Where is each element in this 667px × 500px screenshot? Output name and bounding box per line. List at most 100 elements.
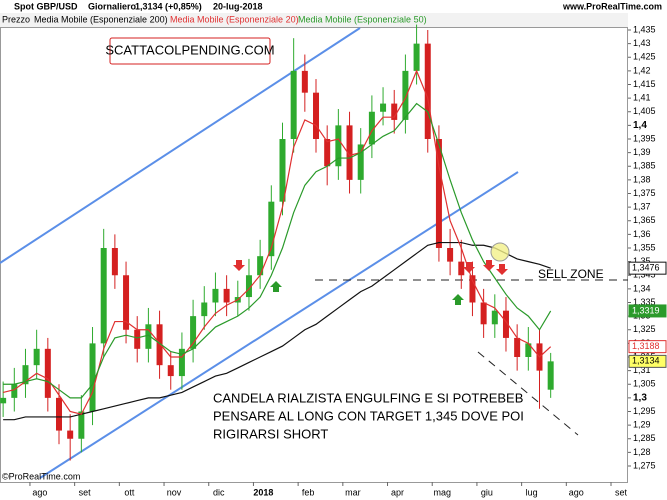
y-tick-label: 1,39 <box>633 147 651 157</box>
y-tick-label: 1,43 <box>633 38 651 48</box>
last-value-label: 1,3188 <box>632 341 660 351</box>
last-value-label: 1,3134 <box>632 356 660 366</box>
highlight-circle <box>490 242 510 262</box>
moving-average <box>2 69 552 415</box>
y-tick-label: 1,28 <box>633 447 651 457</box>
candle-body <box>514 337 521 357</box>
y-tick-label: 1,3 <box>633 393 647 404</box>
quote: 1,3134 (+0,85%) <box>135 1 202 11</box>
site: www.ProRealTime.com <box>562 1 662 11</box>
y-tick-label: 1,305 <box>633 379 656 389</box>
y-tick-label: 1,29 <box>633 420 651 430</box>
candle-body <box>22 365 29 385</box>
y-tick-label: 1,36 <box>633 229 651 239</box>
candle-body <box>78 411 85 439</box>
buy-arrows <box>270 281 464 305</box>
candle-body <box>0 397 7 404</box>
x-tick-label: set <box>615 487 628 497</box>
symbol: Spot GBP/USD <box>14 1 78 11</box>
y-tick-label: 1,365 <box>633 215 656 225</box>
y-tick-label: 1,355 <box>633 242 656 252</box>
sell-zone-label: SELL ZONE <box>538 267 604 281</box>
candle-body <box>335 125 342 167</box>
candle-body <box>290 70 297 139</box>
candle-body <box>413 43 420 71</box>
last-value-box <box>628 261 667 275</box>
candle-body <box>346 125 353 180</box>
candle-body <box>11 384 18 398</box>
candle-body <box>123 275 130 330</box>
candle-body <box>156 324 163 366</box>
y-tick-label: 1,285 <box>633 433 656 443</box>
moving-average <box>3 102 552 399</box>
y-tick-label: 1,42 <box>633 65 651 75</box>
candle-body <box>313 92 320 139</box>
candle-body <box>134 329 141 349</box>
candle-body <box>458 261 465 276</box>
candle-body <box>201 302 208 317</box>
y-tick-label: 1,415 <box>633 79 656 89</box>
sell-arrows <box>233 260 508 275</box>
candle-body <box>212 288 219 303</box>
candle-body <box>268 201 275 257</box>
y-tick-label: 1,38 <box>633 174 651 184</box>
x-tick-label: giu <box>481 487 493 497</box>
copyright: ©ProRealTime.com <box>2 471 80 481</box>
plot-frame <box>0 27 628 483</box>
down-arrow <box>463 262 475 273</box>
y-tick-label: 1,275 <box>633 460 656 470</box>
down-arrow <box>483 260 495 271</box>
candle-body <box>56 397 63 431</box>
candle-body <box>33 348 40 366</box>
y-tick-label: 1,385 <box>633 161 656 171</box>
watermark-box <box>109 37 271 65</box>
down-arrow <box>233 260 245 271</box>
up-arrow <box>452 294 464 305</box>
candle-body <box>245 275 252 298</box>
last-value-label: 1,3319 <box>632 305 660 315</box>
x-tick-label: set <box>79 487 92 497</box>
candle-body <box>547 361 554 390</box>
candle-body <box>357 144 364 180</box>
legend-price: Prezzo <box>2 14 30 24</box>
candle-body <box>111 248 118 276</box>
x-tick-label: feb <box>302 487 315 497</box>
y-tick-label: 1,31 <box>633 365 651 375</box>
candle-body <box>380 103 387 112</box>
candle-body <box>502 310 509 338</box>
note-line: CANDELA RIALZISTA ENGULFING E SI POTREBE… <box>213 390 523 405</box>
candle-body <box>67 430 74 439</box>
y-tick-label: 1,4 <box>633 120 647 131</box>
note-line: RIGIRARSI SHORT <box>213 426 328 441</box>
y-tick-label: 1,37 <box>633 202 651 212</box>
last-value-box <box>628 340 667 354</box>
legend-entry: Media Mobile (Esponenziale 20) <box>170 14 299 24</box>
plot <box>0 24 628 479</box>
y-tick-label: 1,375 <box>633 188 656 198</box>
candle-body <box>44 348 51 398</box>
x-tick-label: ago <box>569 487 584 497</box>
candle-body <box>190 316 197 349</box>
up-arrow <box>270 281 282 292</box>
candle-body <box>391 103 398 120</box>
x-tick-label: ago <box>32 487 47 497</box>
candle-body <box>301 70 308 93</box>
y-tick-label: 1,335 <box>633 297 656 307</box>
x-tick-label: dic <box>213 487 225 497</box>
y-tick-label: 1,34 <box>633 283 651 293</box>
candle-body <box>324 139 331 167</box>
down-arrow <box>496 264 508 275</box>
y-tick-label: 1,295 <box>633 406 656 416</box>
candle-body <box>447 248 454 262</box>
x-tick-label: apr <box>391 487 404 497</box>
candle-body <box>178 348 185 377</box>
candle-body <box>145 324 152 349</box>
watermark: SCATTACOLPENDING.COM <box>105 42 274 57</box>
candle-body <box>469 275 476 303</box>
period: Giornaliero <box>88 1 137 11</box>
candle-body <box>480 302 487 325</box>
y-tick-label: 1,435 <box>633 24 656 34</box>
legend-entry: Media Mobile (Esponenziale 200) <box>34 14 168 24</box>
